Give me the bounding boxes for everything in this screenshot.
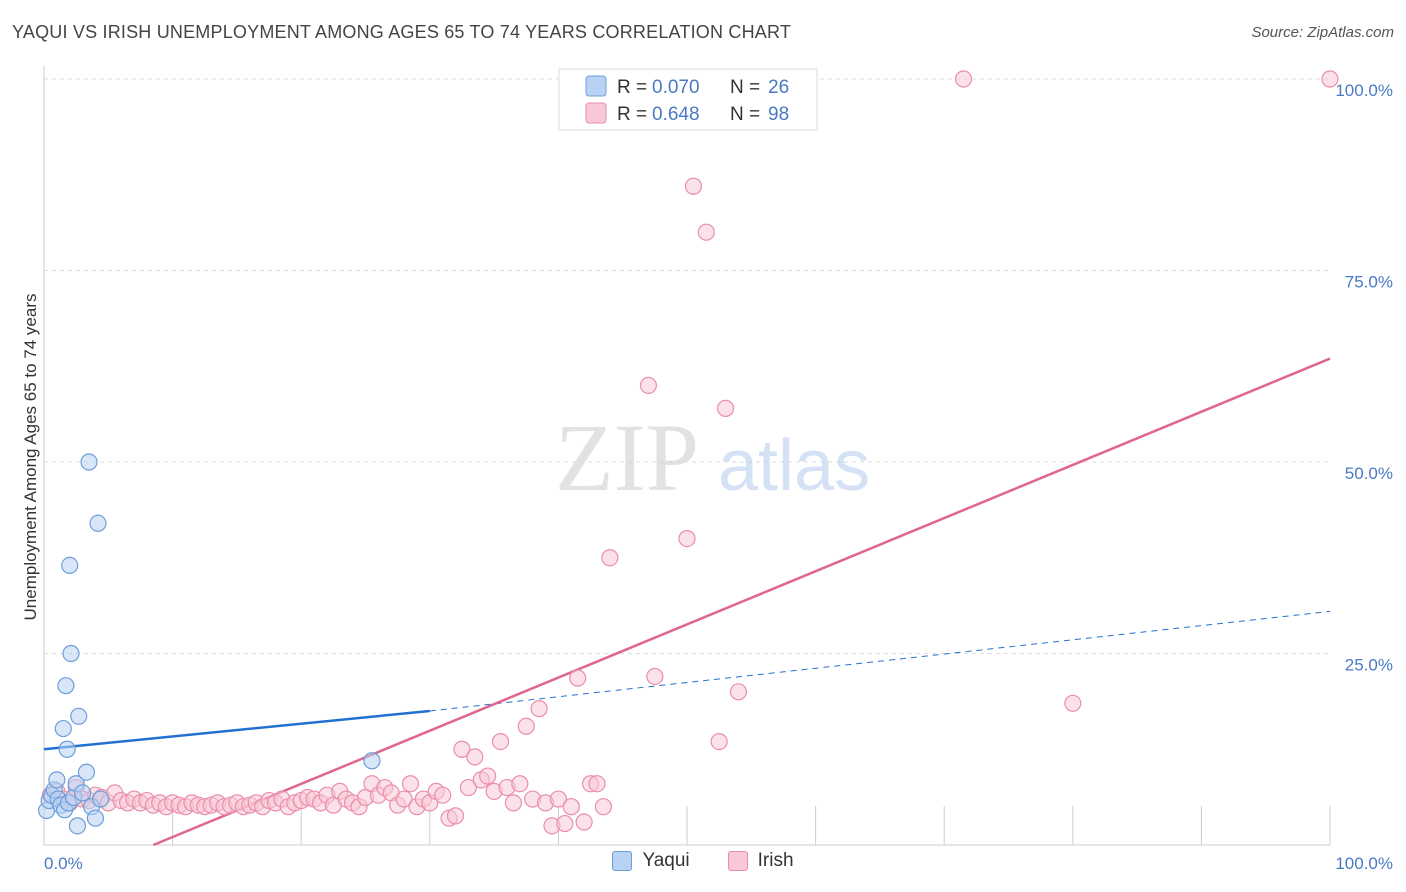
irish-r-label: R =	[617, 104, 647, 125]
irish-point-90	[678, 529, 696, 548]
irish-n-label: N =	[730, 104, 760, 125]
irish-point-65	[459, 778, 477, 797]
irish-point-61	[434, 786, 452, 804]
y-axis-label: Unemployment Among Ages 65 to 74 years	[21, 294, 40, 621]
irish-n-value: 98	[768, 104, 789, 125]
irish-r-value: 0.648	[652, 104, 700, 125]
y-tick-label-2: 75.0%	[1345, 273, 1393, 292]
irish-point-93	[710, 732, 728, 751]
source-label: Source: ZipAtlas.com	[1251, 24, 1394, 41]
irish-point-73	[511, 775, 529, 793]
legend-entry-yaqui: Yaqui	[612, 850, 690, 872]
y-tick-label-0: 25.0%	[1345, 656, 1393, 675]
irish-point-87	[601, 549, 619, 567]
x-tick-label-0: 0.0%	[44, 854, 83, 873]
yaqui-n-value: 26	[768, 77, 789, 98]
irish-point-55	[395, 790, 413, 808]
irish-point-68	[479, 767, 497, 785]
irish-point-56	[401, 775, 420, 793]
irish-point-64	[453, 740, 471, 758]
yaqui-n-label: N =	[730, 77, 760, 98]
y-tick-label-1: 50.0%	[1345, 464, 1393, 483]
chart-title: YAQUI VS IRISH UNEMPLOYMENT AMONG AGES 6…	[12, 22, 792, 42]
series-legend: Yaqui Irish	[0, 850, 1406, 872]
points-layer	[37, 70, 1339, 835]
stats-legend: R = 0.070 N = 26 R = 0.648 N = 98	[558, 68, 818, 131]
irish-point-86	[594, 798, 613, 816]
yaqui-point-7	[54, 719, 72, 738]
irish-point-80	[556, 814, 574, 833]
irish-point-72	[504, 794, 522, 812]
x-tick-label-1: 100.0%	[1335, 854, 1393, 873]
yaqui-point-13	[62, 644, 80, 663]
watermark: ZIP atlas	[555, 404, 870, 511]
yaqui-point-12	[61, 556, 79, 575]
yaqui-point-16	[68, 817, 87, 835]
yaqui-point-24	[91, 790, 110, 808]
irish-point-83	[575, 813, 593, 831]
irish-point-88	[639, 376, 658, 394]
yaqui-point-19	[77, 763, 96, 781]
yaqui-point-22	[86, 809, 105, 827]
yaqui-r-value: 0.070	[652, 77, 700, 98]
irish-point-98	[1321, 70, 1339, 88]
trend-layer	[43, 357, 1331, 847]
yaqui-point-18	[73, 784, 92, 802]
irish-point-66	[466, 748, 484, 766]
yaqui-point-25	[363, 752, 381, 770]
legend-swatch-yaqui	[612, 851, 633, 871]
yaqui-point-4	[48, 771, 66, 789]
irish-point-94	[716, 399, 735, 417]
yaqui-r-label: R =	[617, 77, 647, 98]
y-tick-label-3: 100.0%	[1335, 81, 1393, 100]
irish-point-95	[729, 683, 748, 701]
irish-point-85	[588, 775, 606, 793]
legend-swatch-irish	[727, 851, 748, 871]
irish-point-70	[491, 732, 510, 751]
irish-point-81	[562, 798, 580, 816]
irish-point-91	[684, 177, 703, 195]
irish-point-63	[446, 807, 465, 825]
yaqui-trend-line	[43, 709, 430, 751]
grid-layer	[44, 78, 1330, 654]
legend-label-yaqui: Yaqui	[642, 850, 690, 871]
irish-point-92	[697, 223, 715, 241]
irish-point-79	[549, 790, 568, 808]
yaqui-point-9	[57, 677, 75, 695]
yaqui-legend-swatch	[585, 75, 607, 97]
yaqui-point-17	[70, 707, 88, 725]
yaqui-trend-extension	[429, 610, 1331, 712]
yaqui-point-20	[80, 453, 98, 471]
tick-label-layer: 25.0% 50.0% 75.0% 100.0% 0.0% 100.0%	[44, 81, 1393, 873]
legend-entry-irish: Irish	[727, 850, 794, 872]
irish-point-97	[1064, 694, 1082, 712]
irish-trend-line	[152, 357, 1331, 847]
watermark-zip: ZIP	[555, 404, 699, 511]
yaqui-point-23	[89, 514, 107, 532]
irish-point-96	[954, 70, 973, 88]
irish-point-76	[530, 700, 548, 718]
irish-point-89	[646, 667, 664, 686]
yaqui-point-10	[58, 740, 76, 758]
legend-label-irish: Irish	[757, 850, 794, 871]
irish-legend-swatch	[585, 102, 607, 124]
irish-point-74	[517, 717, 535, 735]
watermark-atlas: atlas	[718, 426, 870, 506]
irish-point-82	[569, 669, 587, 687]
